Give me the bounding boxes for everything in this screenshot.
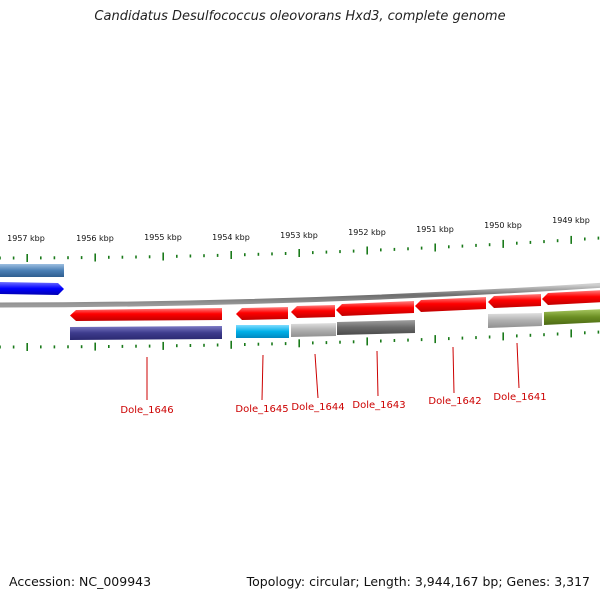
kbp-label: 1953 kbp bbox=[280, 231, 318, 240]
gene-dole-1642[interactable] bbox=[415, 297, 486, 312]
kbp-label: 1949 kbp bbox=[552, 216, 590, 225]
gene-navy[interactable] bbox=[70, 326, 222, 340]
gene-dole-1643[interactable] bbox=[336, 301, 414, 316]
gene-label-dole-1641[interactable]: Dole_1641 bbox=[493, 392, 546, 403]
gene-light-gray[interactable] bbox=[291, 323, 336, 337]
gene-label-dole-1644[interactable]: Dole_1644 bbox=[291, 402, 344, 413]
gene-olive[interactable] bbox=[544, 309, 600, 325]
kbp-scale: 1957 kbp 1956 kbp 1955 kbp 1954 kbp 1953… bbox=[7, 216, 590, 243]
kbp-label: 1950 kbp bbox=[484, 221, 522, 230]
gene-dark-gray[interactable] bbox=[337, 320, 415, 335]
genome-backbone bbox=[0, 282, 600, 308]
kbp-label: 1957 kbp bbox=[7, 234, 45, 243]
gene-label-leaders bbox=[146, 342, 520, 401]
gene-dole-1644[interactable] bbox=[291, 305, 335, 318]
gene-red-edge[interactable] bbox=[542, 290, 600, 305]
genes-lower bbox=[70, 309, 600, 340]
genes-upper bbox=[0, 264, 600, 321]
accession-label: Accession: NC_009943 bbox=[9, 574, 152, 589]
gene-dole-1646[interactable] bbox=[70, 308, 222, 321]
gene-dole-1641[interactable] bbox=[488, 294, 541, 308]
gene-steel-blue[interactable] bbox=[0, 264, 64, 277]
gene-labels: Dole_1646 Dole_1645 Dole_1644 Dole_1643 … bbox=[120, 392, 546, 416]
kbp-label: 1955 kbp bbox=[144, 233, 182, 242]
kbp-label: 1956 kbp bbox=[76, 234, 114, 243]
gene-cyan[interactable] bbox=[236, 325, 289, 338]
kbp-label: 1951 kbp bbox=[416, 225, 454, 234]
genome-summary: Topology: circular; Length: 3,944,167 bp… bbox=[246, 574, 590, 589]
genome-title: Candidatus Desulfococcus oleovorans Hxd3… bbox=[94, 9, 506, 24]
gene-label-dole-1643[interactable]: Dole_1643 bbox=[352, 400, 405, 411]
gene-light-gray-2[interactable] bbox=[488, 313, 542, 328]
gene-label-dole-1642[interactable]: Dole_1642 bbox=[428, 396, 481, 407]
gene-blue[interactable] bbox=[0, 282, 64, 295]
gene-label-dole-1645[interactable]: Dole_1645 bbox=[235, 404, 288, 415]
tick-marks-top bbox=[0, 235, 600, 262]
kbp-label: 1952 kbp bbox=[348, 228, 386, 237]
kbp-label: 1954 kbp bbox=[212, 233, 250, 242]
gene-dole-1645[interactable] bbox=[236, 307, 288, 320]
gene-label-dole-1646[interactable]: Dole_1646 bbox=[120, 405, 173, 416]
tick-marks-bottom bbox=[0, 329, 600, 351]
